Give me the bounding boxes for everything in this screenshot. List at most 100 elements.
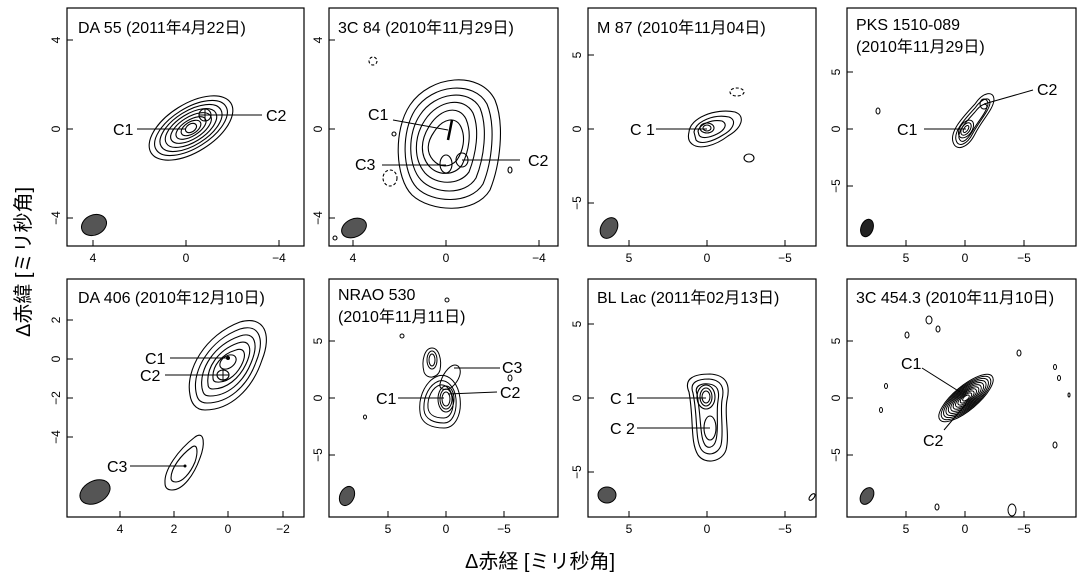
x-tick-label: 0 [704,251,711,265]
y-tick-label: 0 [829,394,843,401]
contour-map [148,95,234,161]
beam-ellipse [338,485,356,507]
panel-title: BL Lac (2011年02月13日) [597,289,779,307]
noise-contours [879,315,1071,517]
y-tick-label: 4 [311,36,325,43]
x-tick-label: 2 [171,522,178,536]
beam-ellipse [859,487,875,505]
panel-title: DA 55 (2011年4月22日) [78,19,246,37]
x-tick-label: −5 [1017,522,1031,536]
x-tick-label: 4 [90,251,97,265]
component-label: C2 [923,433,944,450]
y-tick-label: 5 [570,51,584,58]
y-tick-label: −5 [311,448,325,462]
y-tick-label: 0 [570,394,584,401]
component-label: C1 [368,107,389,124]
y-tick-label: 5 [829,68,843,75]
x-tick-label: 4 [350,251,357,265]
beam-ellipse [79,479,111,505]
panel-da406: DA 406 (2010年12月10日) 2 0 −2 −4 4 2 0 −2 [49,278,305,536]
y-tick-label: −4 [49,211,63,225]
panel-title: M 87 (2010年11月04日) [597,19,766,37]
y-tick-label: 0 [49,125,63,132]
y-tick-label: −4 [311,211,325,225]
y-tick-label: −4 [49,430,63,444]
panel-nrao530: NRAO 530 (2010年11月11日) 5 0 −5 5 0 −5 C3 [311,278,559,536]
panel-3c4543: 3C 454.3 (2010年11月10日) 5 0 −5 5 0 −5 C1 … [829,278,1077,536]
y-tick-label: 5 [829,337,843,344]
contour-map [938,373,994,423]
component-label: C3 [502,360,523,377]
x-tick-label: 0 [704,522,711,536]
x-tick-label: 5 [626,522,633,536]
panel-pks1510: PKS 1510-089 (2010年11月29日) 5 0 −5 5 0 −5… [829,7,1077,265]
contour-map [687,87,755,163]
contour-map [875,93,995,149]
component-label: C1 [145,351,166,368]
component-label: C2 [266,108,287,125]
x-tick-label: −4 [272,251,286,265]
x-tick-label: 0 [183,251,190,265]
panel-title: (2010年11月11日) [338,308,465,326]
component-label: C3 [107,459,128,476]
component-label: C1 [113,122,134,139]
panel-title: DA 406 (2010年12月10日) [78,289,265,307]
x-tick-label: 4 [117,522,124,536]
panel-frame [66,7,305,247]
panel-frame [328,7,559,247]
beam-ellipse [860,218,874,238]
x-tick-label: 5 [385,522,392,536]
y-tick-label: 0 [311,125,325,132]
y-tick-label: 2 [49,316,63,323]
y-tick-label: 0 [311,394,325,401]
x-tick-label: −4 [532,251,546,265]
x-tick-label: −5 [497,522,511,536]
x-tick-label: 0 [443,522,450,536]
y-tick-label: 4 [49,36,63,43]
panel-da55: DA 55 (2011年4月22日) 4 0 −4 4 0 −4 C1 C2 [49,7,305,265]
panel-bllac: BL Lac (2011年02月13日) 5 0 −5 5 0 −5 C 1 C… [570,278,817,536]
component-label: C2 [500,385,521,402]
x-tick-label: 0 [443,251,450,265]
y-axis-title: Δ赤緯 [ミリ秒角] [12,187,35,337]
beam-ellipse [597,486,617,504]
y-tick-label: −5 [570,196,584,210]
component-label: C 1 [610,391,635,408]
beam-ellipse [341,217,367,239]
y-tick-label: −5 [829,179,843,193]
y-tick-label: −5 [829,448,843,462]
panel-title: 3C 84 (2010年11月29日) [338,19,514,37]
panel-frame [587,7,817,247]
contour-map [363,297,513,429]
component-label: C2 [528,153,549,170]
x-tick-label: −5 [1017,251,1031,265]
x-tick-label: −2 [276,522,290,536]
component-label: C1 [376,391,397,408]
component-label: C 1 [630,122,655,139]
component-label: C2 [1037,82,1058,99]
y-tick-label: 0 [570,125,584,132]
contour-map [687,373,816,501]
x-tick-label: 0 [962,522,969,536]
y-tick-label: 0 [49,355,63,362]
x-tick-label: −5 [778,251,792,265]
panel-3c84: 3C 84 (2010年11月29日) 4 0 −4 4 0 −4 C1 [311,7,559,265]
x-tick-label: 5 [626,251,633,265]
panel-title: 3C 454.3 (2010年11月10日) [856,289,1054,307]
panel-m87: M 87 (2010年11月04日) 5 0 −5 5 0 −5 C 1 [570,7,817,265]
x-tick-label: 5 [903,251,910,265]
panel-title: (2010年11月29日) [856,38,985,56]
x-tick-label: −5 [778,522,792,536]
component-label: C2 [140,368,161,385]
y-tick-label: 0 [829,125,843,132]
component-label: C1 [901,356,922,373]
y-tick-label: −2 [49,391,63,405]
contour-map [332,56,513,241]
panel-title: PKS 1510-089 [856,17,960,34]
panel-frame [846,7,1077,247]
x-tick-label: 5 [903,522,910,536]
x-axis-title: Δ赤経 [ミリ秒角] [465,550,615,573]
x-tick-label: 0 [962,251,969,265]
y-tick-label: 5 [570,320,584,327]
